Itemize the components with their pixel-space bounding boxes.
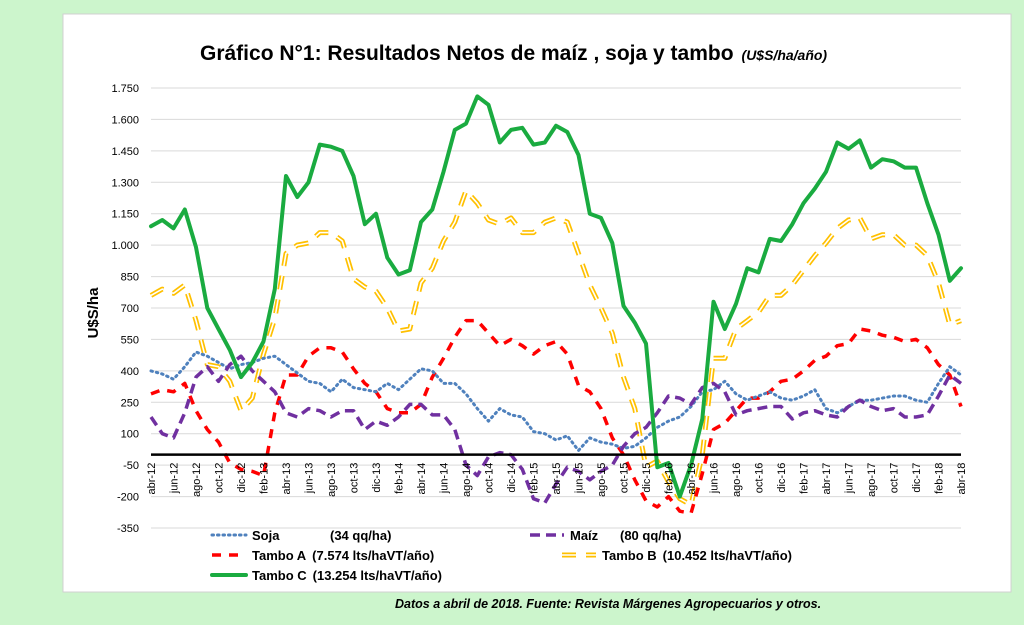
legend-label: Tambo C [252,568,307,583]
x-tick-label: abr-17 [821,463,833,495]
x-tick-label: dic-12 [236,463,248,493]
x-tick-label: jun-13 [304,463,316,495]
y-tick-label: 1.750 [111,83,139,95]
x-tick-label: oct-17 [889,463,901,494]
legend-detail: (80 qq/ha) [620,528,681,543]
x-tick-label: abr-13 [281,463,293,495]
y-tick-label: 100 [121,429,139,441]
x-tick-label: jun-15 [574,463,586,495]
x-tick-label: abr-18 [956,463,968,495]
y-tick-label: -200 [117,492,139,504]
x-tick-label: dic-13 [371,463,383,493]
y-tick-label: 1.450 [111,146,139,158]
x-tick-label: oct-13 [349,463,361,494]
y-tick-label: 700 [121,303,139,315]
x-tick-label: ago-17 [866,463,878,497]
legend-label: Soja [252,528,280,543]
series-maíz [149,354,963,505]
series-line-inner [150,189,962,506]
x-tick-label: feb-18 [934,463,946,494]
series-soja [149,350,963,452]
legend-detail: (13.254 lts/haVT/año) [313,568,442,583]
x-tick-label: feb-14 [394,463,406,494]
x-tick-label: oct-16 [754,463,766,494]
legend-label: Tambo B [602,548,657,563]
x-tick-label: jun-16 [709,463,721,495]
y-tick-label: 400 [121,366,139,378]
series-tambo-b [149,188,962,508]
y-tick-label: 250 [121,397,139,409]
x-tick-label: dic-14 [506,463,518,493]
y-tick-label: 1.300 [111,177,139,189]
source-caption: Datos a abril de 2018. Fuente: Revista M… [395,597,822,611]
series-tambo-c [149,94,963,499]
legend-label: Maíz [570,528,599,543]
x-tick-label: dic-16 [776,463,788,493]
legend-entry: Tambo B (10.452 lts/haVT/año) [562,548,792,563]
legend-detail: (10.452 lts/haVT/año) [663,548,792,563]
chart-title-units: (U$S/ha/año) [742,47,828,63]
x-tick-label: feb-13 [259,463,271,494]
x-tick-label: abr-14 [416,463,428,495]
legend-entry: Maíz (80 qq/ha) [530,528,681,543]
x-tick-label: oct-12 [214,463,226,494]
legend-detail: (7.574 lts/haVT/año) [312,548,434,563]
y-tick-label: -350 [117,523,139,535]
legend-entry: Soja (34 qq/ha) [210,528,391,543]
y-tick-label: -50 [123,460,139,472]
legend-entry: Tambo A (7.574 lts/haVT/año) [212,548,434,563]
legend-label: Tambo A [252,548,307,563]
x-tick-label: oct-15 [619,463,631,494]
series-line [149,94,963,499]
series-line [150,318,963,516]
series-line [149,350,963,452]
x-tick-label: jun-12 [169,463,181,495]
chart-title: Gráfico N°1: Resultados Netos de maíz , … [200,42,734,65]
y-axis-title: U$S/ha [85,287,102,339]
y-tick-label: 1.600 [111,114,139,126]
x-tick-label: ago-14 [461,463,473,497]
x-tick-label: dic-15 [641,463,653,493]
x-tick-label: ago-13 [326,463,338,497]
x-tick-label: abr-12 [146,463,158,495]
plot-background [62,13,1012,593]
y-tick-label: 1.000 [111,240,139,252]
x-tick-label: ago-15 [596,463,608,497]
x-tick-label: abr-16 [686,463,698,495]
x-tick-label: feb-15 [529,463,541,494]
series-line [149,354,963,505]
y-tick-label: 850 [121,272,139,284]
series-tambo-a [150,318,963,516]
x-tick-label: feb-16 [664,463,676,494]
x-tick-label: dic-17 [911,463,923,493]
y-tick-label: 1.150 [111,209,139,221]
legend-detail: (34 qq/ha) [330,528,391,543]
legend-entry: Tambo C (13.254 lts/haVT/año) [210,568,442,583]
x-tick-label: abr-15 [551,463,563,495]
x-tick-label: oct-14 [484,463,496,494]
x-tick-label: jun-17 [844,463,856,495]
x-tick-label: ago-12 [191,463,203,497]
x-tick-label: jun-14 [439,463,451,495]
x-tick-label: ago-16 [731,463,743,497]
y-tick-label: 550 [121,334,139,346]
x-tick-label: feb-17 [799,463,811,494]
